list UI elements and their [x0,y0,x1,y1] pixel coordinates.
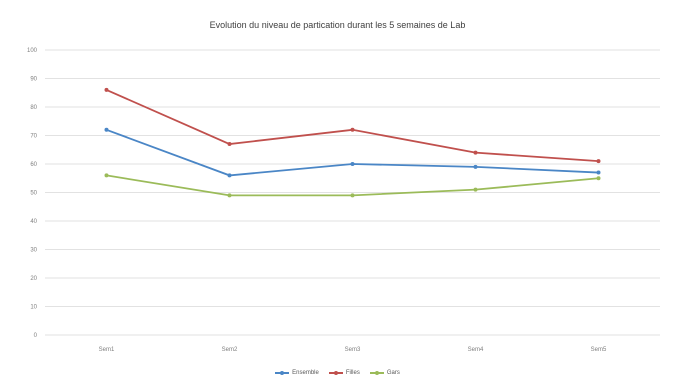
legend-swatch [369,371,384,375]
chart-legend: Ensemble Filles Gars [0,370,675,376]
y-tick-label: 20 [30,276,37,282]
legend-item-gars: Gars [369,370,400,376]
y-tick-label: 70 [30,134,37,140]
data-point-ensemble [473,164,478,169]
y-tick-label: 0 [34,333,38,339]
x-tick-label: Sem5 [591,347,607,353]
legend-label: Ensemble [292,370,319,376]
x-tick-label: Sem1 [99,347,115,353]
y-tick-label: 100 [27,48,38,54]
legend-swatch [328,371,343,375]
x-tick-label: Sem3 [345,347,361,353]
data-point-ensemble [596,170,601,175]
data-point-ensemble [227,173,232,178]
y-tick-label: 30 [30,248,37,254]
legend-item-filles: Filles [328,370,360,376]
x-tick-label: Sem4 [468,347,484,353]
y-tick-label: 50 [30,191,37,197]
data-point-filles [596,159,601,164]
data-point-filles [473,150,478,155]
data-point-filles [104,87,109,92]
legend-item-ensemble: Ensemble [275,370,319,376]
data-point-gars [104,173,109,178]
data-point-filles [227,142,232,147]
x-tick-label: Sem2 [222,347,238,353]
y-tick-label: 60 [30,162,37,168]
legend-label: Filles [345,370,360,376]
data-point-gars [473,187,478,192]
chart-title: Evolution du niveau de partication duran… [209,20,466,30]
y-tick-label: 90 [30,77,37,83]
data-point-gars [227,193,232,198]
data-point-gars [596,176,601,181]
y-tick-label: 40 [30,219,37,225]
data-point-gars [350,193,355,198]
data-point-filles [350,127,355,132]
legend-swatch [275,371,290,375]
legend-label: Gars [386,370,400,376]
series-line-filles [106,89,599,163]
y-tick-label: 10 [30,305,37,311]
data-point-ensemble [350,162,355,166]
data-point-ensemble [104,127,109,132]
y-tick-label: 80 [30,105,37,111]
series-line-ensemble [106,128,599,177]
